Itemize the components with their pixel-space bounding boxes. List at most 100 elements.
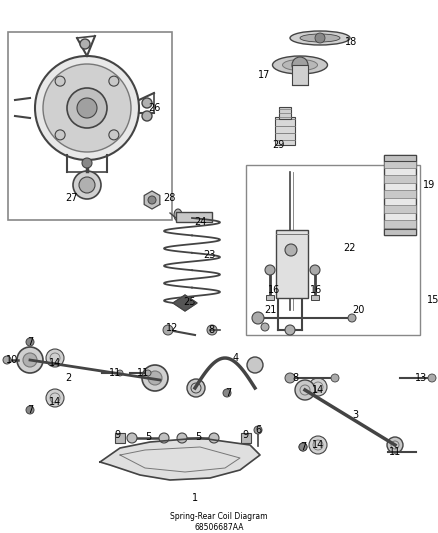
Circle shape xyxy=(285,325,295,335)
Bar xyxy=(241,433,251,443)
Circle shape xyxy=(148,196,156,204)
Circle shape xyxy=(26,338,34,346)
Text: 14: 14 xyxy=(312,385,324,395)
Circle shape xyxy=(292,57,308,73)
Polygon shape xyxy=(144,191,160,209)
Text: 23: 23 xyxy=(203,250,215,260)
Circle shape xyxy=(142,98,152,108)
Circle shape xyxy=(252,312,264,324)
Text: 5: 5 xyxy=(195,432,201,442)
Text: 7: 7 xyxy=(300,442,306,452)
Bar xyxy=(384,205,416,213)
Circle shape xyxy=(348,314,356,322)
Text: 2: 2 xyxy=(65,373,71,383)
Circle shape xyxy=(142,111,152,121)
Text: 1: 1 xyxy=(192,493,198,503)
Circle shape xyxy=(309,436,327,454)
Ellipse shape xyxy=(283,60,318,70)
Ellipse shape xyxy=(76,191,98,199)
Bar xyxy=(384,160,416,168)
Circle shape xyxy=(3,356,11,364)
Ellipse shape xyxy=(272,56,328,74)
Circle shape xyxy=(223,389,231,397)
Text: 8: 8 xyxy=(292,373,298,383)
Circle shape xyxy=(26,406,34,414)
Circle shape xyxy=(55,130,65,140)
Text: 25: 25 xyxy=(183,297,195,307)
Text: 14: 14 xyxy=(49,358,61,368)
Circle shape xyxy=(43,64,131,152)
Text: 11: 11 xyxy=(109,368,121,378)
Bar xyxy=(384,229,416,235)
Bar xyxy=(176,212,212,222)
Text: 28: 28 xyxy=(163,193,175,203)
Circle shape xyxy=(315,33,325,43)
Circle shape xyxy=(145,370,151,376)
Bar xyxy=(266,295,274,300)
Circle shape xyxy=(207,325,217,335)
Bar xyxy=(8,32,172,220)
Circle shape xyxy=(295,380,315,400)
Circle shape xyxy=(148,371,162,385)
Bar xyxy=(246,165,420,335)
Text: 7: 7 xyxy=(225,388,231,398)
Circle shape xyxy=(163,325,173,335)
Circle shape xyxy=(77,98,97,118)
Circle shape xyxy=(261,323,269,331)
Circle shape xyxy=(127,433,137,443)
Circle shape xyxy=(285,373,295,383)
Bar xyxy=(275,117,295,145)
Text: 3: 3 xyxy=(352,410,358,420)
Circle shape xyxy=(209,433,219,443)
Circle shape xyxy=(187,379,205,397)
Polygon shape xyxy=(173,295,197,311)
Circle shape xyxy=(55,76,65,86)
Circle shape xyxy=(265,265,275,275)
Ellipse shape xyxy=(300,34,340,42)
Bar xyxy=(384,190,416,198)
Text: 8: 8 xyxy=(208,325,214,335)
Circle shape xyxy=(80,39,90,49)
Bar xyxy=(384,155,416,161)
Text: 12: 12 xyxy=(166,323,178,333)
Text: 11: 11 xyxy=(137,368,149,378)
Circle shape xyxy=(67,88,107,128)
Circle shape xyxy=(254,426,262,434)
Circle shape xyxy=(17,347,43,373)
Text: 4: 4 xyxy=(233,353,239,363)
Circle shape xyxy=(309,378,327,396)
Text: 9: 9 xyxy=(242,430,248,440)
Bar xyxy=(384,155,416,235)
Bar xyxy=(276,230,308,298)
Polygon shape xyxy=(100,438,260,480)
Text: 17: 17 xyxy=(258,70,270,80)
Text: 11: 11 xyxy=(389,447,401,457)
Text: 10: 10 xyxy=(6,355,18,365)
Circle shape xyxy=(310,265,320,275)
Ellipse shape xyxy=(174,209,182,221)
Text: 9: 9 xyxy=(114,430,120,440)
Bar xyxy=(279,107,291,119)
Text: 18: 18 xyxy=(345,37,357,47)
Bar xyxy=(384,175,416,183)
Circle shape xyxy=(387,437,403,453)
Text: 14: 14 xyxy=(49,397,61,407)
Text: 20: 20 xyxy=(352,305,364,315)
Text: 16: 16 xyxy=(310,285,322,295)
Circle shape xyxy=(109,130,119,140)
Circle shape xyxy=(35,56,139,160)
Circle shape xyxy=(247,357,263,373)
Text: 7: 7 xyxy=(27,405,33,415)
Circle shape xyxy=(142,365,168,391)
Text: 21: 21 xyxy=(264,305,276,315)
Circle shape xyxy=(299,443,307,451)
Bar xyxy=(115,433,125,443)
Text: 24: 24 xyxy=(194,217,206,227)
Bar xyxy=(292,65,308,85)
Text: 5: 5 xyxy=(145,432,151,442)
Text: 22: 22 xyxy=(343,243,356,253)
Circle shape xyxy=(73,171,101,199)
Circle shape xyxy=(82,158,92,168)
Circle shape xyxy=(46,389,64,407)
Bar xyxy=(311,295,319,300)
